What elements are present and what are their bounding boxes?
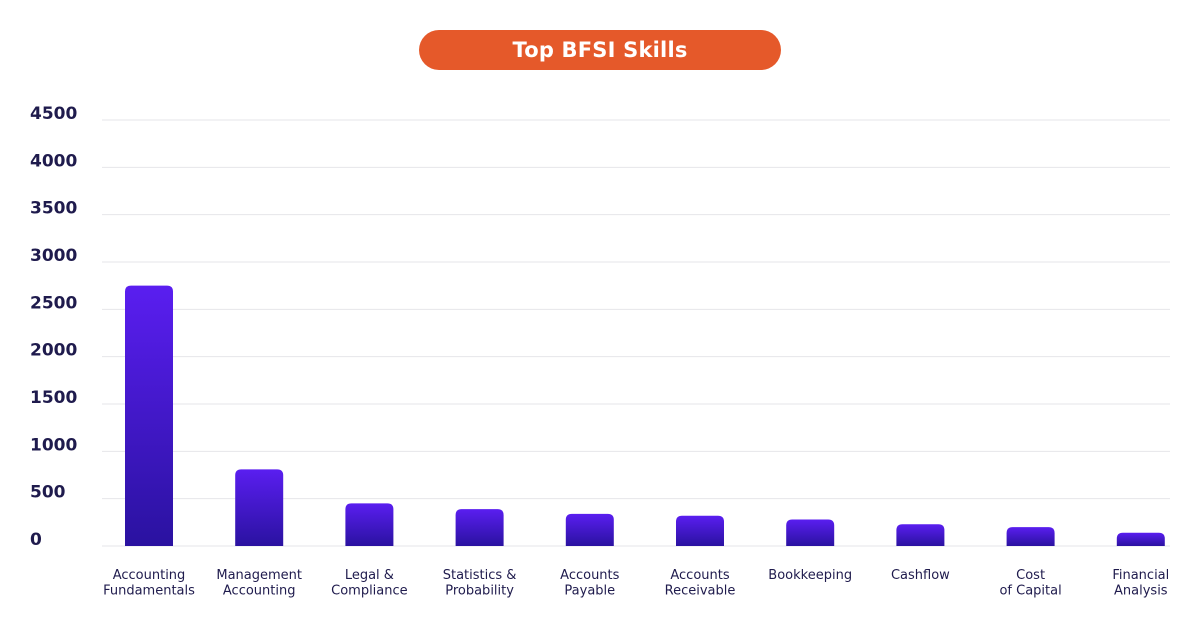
y-tick-label: 3000	[30, 246, 77, 266]
bar	[455, 509, 504, 546]
y-axis-ticks: 0 500 1000 1500 2000 2500 3000 3500 4000 4500	[30, 104, 77, 550]
chart-title: Top BFSI Skills	[419, 30, 781, 70]
y-tick-label: 0	[30, 530, 42, 550]
x-tick-label: Management Accounting	[216, 568, 302, 599]
y-tick-label: 500	[30, 483, 66, 503]
bars	[125, 285, 1165, 546]
bar	[1116, 532, 1165, 546]
bar	[1006, 527, 1055, 546]
x-axis-ticks: Accounting Fundamentals Management Accounti…	[103, 568, 1169, 599]
y-tick-label: 2500	[30, 293, 77, 313]
bar	[896, 524, 945, 546]
x-tick-label: Accounts Receivable	[665, 568, 736, 599]
bar	[235, 469, 284, 546]
bar	[125, 285, 173, 546]
x-tick-label: Financial Analysis	[1112, 568, 1169, 599]
x-tick-label: Bookkeeping	[768, 568, 852, 583]
bar	[565, 513, 614, 546]
y-tick-label: 3500	[30, 199, 77, 219]
x-tick-label: Cost of Capital	[999, 568, 1061, 599]
y-tick-label: 1000	[30, 435, 77, 455]
x-tick-label: Statistics & Probability	[443, 568, 517, 599]
bar	[676, 515, 724, 546]
bar	[786, 519, 835, 546]
y-tick-label: 1500	[30, 388, 77, 408]
y-tick-label: 4500	[30, 104, 77, 124]
x-tick-label: Cashflow	[891, 568, 950, 583]
bar	[345, 503, 394, 546]
gridlines	[102, 119, 1170, 547]
x-tick-label: Accounts Payable	[560, 568, 619, 599]
x-tick-label: Legal & Compliance	[331, 568, 408, 599]
y-tick-label: 2000	[30, 341, 77, 361]
y-tick-label: 4000	[30, 151, 77, 171]
x-tick-label: Accounting Fundamentals	[103, 568, 195, 599]
